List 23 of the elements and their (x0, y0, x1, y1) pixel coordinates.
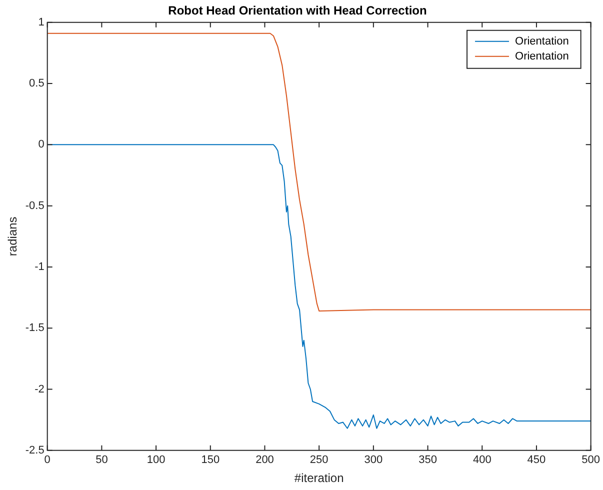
x-tick-label: 50 (96, 454, 108, 466)
x-tick-label: 450 (527, 454, 546, 466)
y-tick-label: -1.5 (25, 322, 44, 334)
x-tick-label: 100 (146, 454, 166, 466)
x-tick-label: 400 (472, 454, 492, 466)
y-tick-label: 1 (38, 16, 44, 28)
y-tick-label: -2.5 (25, 444, 44, 456)
x-tick-label: 350 (418, 454, 437, 466)
y-tick-label: -2 (34, 383, 44, 396)
x-tick-label: 500 (582, 454, 600, 466)
y-tick-label: 0.5 (29, 78, 44, 90)
y-tick-label: 0 (38, 138, 44, 151)
x-tick-label: 150 (201, 454, 220, 466)
x-axis-title: #iteration (294, 471, 344, 486)
y-axis-title: radians (6, 216, 20, 256)
legend-label: Orientation (515, 35, 569, 48)
y-tick-label: -0.5 (25, 200, 44, 212)
x-tick-label: 250 (310, 454, 328, 466)
chart-title: Robot Head Orientation with Head Correction (168, 4, 427, 18)
x-tick-label: 300 (364, 454, 383, 466)
legend-label: Orientation (515, 50, 569, 62)
x-tick-label: 200 (256, 454, 274, 466)
y-tick-label: -1 (34, 261, 44, 274)
